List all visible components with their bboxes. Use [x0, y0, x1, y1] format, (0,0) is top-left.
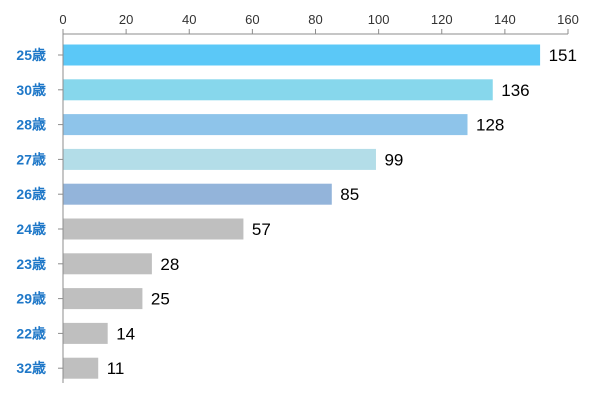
x-tick-label: 100 — [368, 12, 390, 27]
category-label: 27歳 — [16, 151, 46, 167]
x-tick-label: 80 — [308, 12, 322, 27]
x-tick-label: 0 — [59, 12, 66, 27]
category-label: 28歳 — [16, 117, 46, 133]
x-tick-label: 160 — [557, 12, 579, 27]
bar — [63, 322, 108, 344]
x-tick-label: 120 — [431, 12, 453, 27]
data-label: 14 — [116, 324, 135, 343]
bar — [63, 253, 152, 275]
category-label: 22歳 — [16, 325, 46, 341]
y-axis: 25歳 30歳 28歳 27歳 26歳 24歳 23歳 29歳 22歳 32歳 — [16, 34, 64, 383]
bar — [63, 218, 244, 240]
category-label: 24歳 — [16, 221, 46, 237]
data-label: 151 — [549, 46, 577, 65]
x-tick-label: 20 — [119, 12, 133, 27]
data-label: 128 — [476, 116, 504, 135]
bars-group: 151 136 128 99 85 57 28 25 14 11 — [63, 44, 577, 379]
data-label: 57 — [252, 220, 271, 239]
category-label: 23歳 — [16, 256, 46, 272]
data-label: 28 — [160, 255, 179, 274]
x-tick-label: 60 — [245, 12, 259, 27]
data-label: 11 — [107, 359, 125, 378]
category-label: 30歳 — [16, 82, 46, 98]
bar — [63, 114, 468, 136]
category-label: 26歳 — [16, 186, 46, 202]
x-tick-label: 40 — [182, 12, 196, 27]
bar — [63, 357, 99, 379]
bar — [63, 79, 493, 101]
x-axis: 0 20 40 60 80 100 120 140 160 — [59, 12, 579, 35]
category-label: 29歳 — [16, 291, 46, 307]
x-tick-label: 140 — [494, 12, 516, 27]
data-label: 25 — [151, 290, 170, 309]
data-label: 136 — [501, 81, 529, 100]
bar — [63, 44, 541, 66]
bar — [63, 183, 332, 205]
category-label: 32歳 — [16, 360, 46, 376]
data-label: 85 — [340, 185, 359, 204]
bar — [63, 288, 143, 310]
data-label: 99 — [384, 150, 403, 169]
bar — [63, 148, 376, 170]
category-label: 25歳 — [16, 47, 46, 63]
